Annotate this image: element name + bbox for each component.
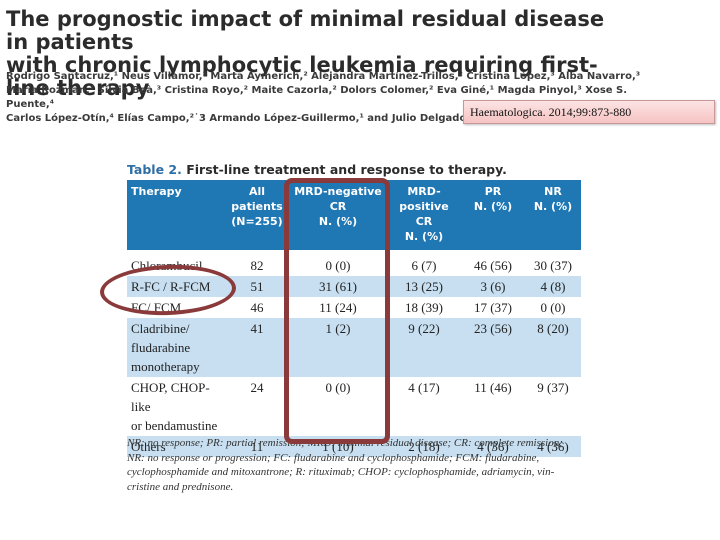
- table-caption: First-line treatment and response to the…: [186, 162, 507, 177]
- cell-nr: 0 (0): [540, 300, 566, 315]
- footnote-line-4: cristine and prednisone.: [127, 480, 234, 493]
- header-nr: NR N. (%): [525, 180, 581, 250]
- cell-pr: 46 (56): [474, 258, 512, 273]
- cell-mrd-positive-cr: 6 (7): [411, 258, 437, 273]
- cell-pr: 23 (56): [461, 318, 525, 377]
- authors-line-3: Carlos López-Otín,⁴ Elías Campo,²˙3 Arma…: [6, 113, 471, 124]
- cell-all-patients: 82: [250, 258, 264, 273]
- cell-nr: 30 (37): [534, 258, 572, 273]
- cell-nr: 9 (37): [537, 380, 569, 395]
- header-pr: PR N. (%): [461, 180, 525, 250]
- footnote-line-3: cyclophosphamide and mitoxantrone; R: ri…: [127, 466, 555, 478]
- citation-box: Haematologica. 2014;99:873-880: [463, 100, 715, 124]
- table-footnote: NR: no response; PR: partial remission; …: [127, 436, 581, 494]
- cell-therapy: Others: [127, 436, 225, 457]
- cell-mrd-positive-cr: 13 (25): [387, 276, 461, 297]
- cell-nr: 4 (36): [525, 436, 581, 457]
- cell-therapy: R-FC / R-FCM: [127, 276, 225, 297]
- cell-pr: 11 (46): [474, 380, 512, 395]
- footnote-line-2: NR: no response or progression; FC: flud…: [127, 451, 540, 464]
- cell-all-patients: 51: [225, 276, 289, 297]
- title-line-1: The prognostic impact of minimal residua…: [6, 7, 605, 54]
- authors-line-1: Rodrigo Santacruz,¹ Neus Villamor,² Mart…: [6, 71, 641, 82]
- cell-pr: 3 (6): [461, 276, 525, 297]
- cell-therapy: Cladribine/ fludarabine monotherapy: [127, 318, 225, 377]
- table-row-fc: FC/ FCM 46 11 (24) 18 (39) 17 (37) 0 (0): [127, 297, 581, 318]
- cell-mrd-positive-cr: 2 (18): [387, 436, 461, 457]
- table-row-cladribine: Cladribine/ fludarabine monotherapy 41 1…: [127, 318, 581, 377]
- cell-therapy: CHOP, CHOP-like or bendamustine: [131, 380, 218, 433]
- author-list: Rodrigo Santacruz,¹ Neus Villamor,² Mart…: [6, 70, 676, 126]
- cell-mrd-negative-cr: 1 (2): [289, 318, 387, 377]
- table-title: Table 2. First-line treatment and respon…: [127, 162, 507, 177]
- header-therapy: Therapy: [127, 180, 225, 250]
- cell-mrd-positive-cr: 18 (39): [405, 300, 443, 315]
- authors-line-2: María Rozman,² Sílvia Beà,³ Cristina Roy…: [6, 85, 628, 110]
- cell-nr: 4 (8): [525, 276, 581, 297]
- cell-mrd-positive-cr: 9 (22): [387, 318, 461, 377]
- title-line-2: with chronic lymphocytic leukemia requir…: [6, 53, 598, 100]
- header-all-patients: All patients (N=255): [225, 180, 289, 250]
- table-row-chlorambucil: Chlorambucil 82 0 (0) 6 (7) 46 (56) 30 (…: [127, 250, 581, 276]
- cell-all-patients: 24: [250, 380, 264, 395]
- cell-mrd-negative-cr: 11 (24): [319, 300, 357, 315]
- header-mrd-positive-cr: MRD-positive CR N. (%): [387, 180, 461, 250]
- treatment-response-table: Therapy All patients (N=255) MRD-negativ…: [127, 180, 581, 457]
- table-row-others: Others 11 1 (10) 2 (18) 4 (36) 4 (36): [127, 436, 581, 457]
- mrd-negative-column-highlight: [284, 178, 390, 444]
- table-label: Table 2.: [127, 162, 182, 177]
- cell-mrd-negative-cr: 0 (0): [325, 258, 351, 273]
- table-row-r-fc: R-FC / R-FCM 51 31 (61) 13 (25) 3 (6) 4 …: [127, 276, 581, 297]
- table-row-chop: CHOP, CHOP-like or bendamustine 24 0 (0)…: [127, 377, 581, 436]
- cell-mrd-negative-cr: 0 (0): [325, 380, 351, 395]
- cell-all-patients: 11: [225, 436, 289, 457]
- cell-therapy: FC/ FCM: [131, 300, 182, 315]
- cell-all-patients: 46: [250, 300, 264, 315]
- cell-pr: 4 (36): [461, 436, 525, 457]
- cell-nr: 8 (20): [525, 318, 581, 377]
- cell-all-patients: 41: [225, 318, 289, 377]
- cell-therapy: Chlorambucil: [131, 258, 203, 273]
- header-mrd-negative-cr: MRD-negative CR N. (%): [289, 180, 387, 250]
- table-header-row: Therapy All patients (N=255) MRD-negativ…: [127, 180, 581, 250]
- cell-mrd-positive-cr: 4 (17): [408, 380, 440, 395]
- cell-pr: 17 (37): [474, 300, 512, 315]
- paper-title: The prognostic impact of minimal residua…: [6, 8, 606, 100]
- cell-mrd-negative-cr: 31 (61): [289, 276, 387, 297]
